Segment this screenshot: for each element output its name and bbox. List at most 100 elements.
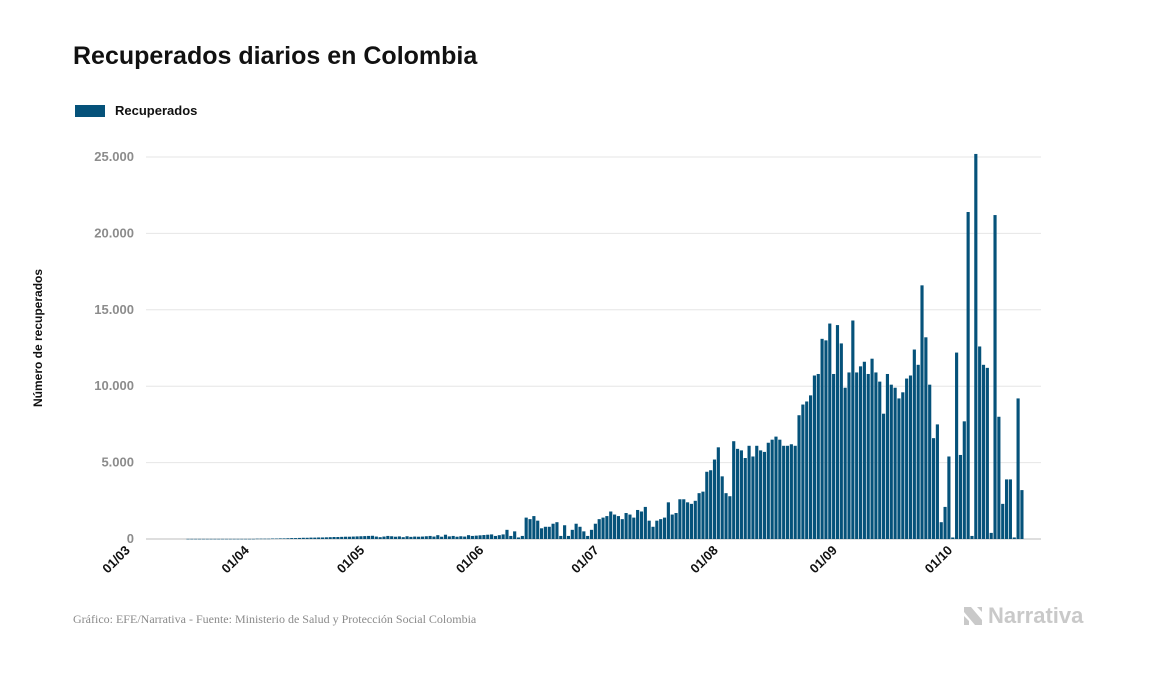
bar bbox=[363, 536, 367, 539]
bar bbox=[843, 387, 847, 539]
bar bbox=[897, 398, 901, 539]
bar bbox=[874, 372, 878, 539]
bar bbox=[589, 529, 594, 539]
bar bbox=[985, 367, 989, 539]
bar bbox=[536, 520, 540, 539]
bar bbox=[601, 517, 605, 539]
bar bbox=[789, 444, 793, 539]
bar bbox=[386, 535, 390, 539]
bar bbox=[816, 373, 820, 539]
bar bbox=[340, 536, 344, 539]
bar bbox=[885, 373, 890, 539]
bar bbox=[574, 523, 578, 539]
bar bbox=[232, 538, 236, 540]
y-tick-label: 15.000 bbox=[94, 302, 134, 317]
bar bbox=[709, 470, 713, 539]
y-tick-label: 20.000 bbox=[94, 225, 134, 240]
source-note: Gráfico: EFE/Narrativa - Fuente: Ministe… bbox=[73, 612, 477, 626]
bar bbox=[801, 404, 805, 539]
bar bbox=[970, 535, 974, 539]
bar bbox=[1020, 490, 1024, 539]
bar bbox=[490, 534, 494, 539]
bar bbox=[559, 535, 563, 539]
bar bbox=[739, 450, 743, 539]
bar bbox=[343, 536, 348, 539]
bar bbox=[620, 519, 624, 539]
bar bbox=[613, 514, 617, 539]
bar bbox=[221, 538, 225, 540]
bar bbox=[762, 451, 767, 539]
bar bbox=[747, 445, 751, 539]
bar bbox=[651, 526, 655, 539]
bar bbox=[563, 525, 567, 539]
bar bbox=[962, 421, 966, 539]
bar bbox=[401, 537, 405, 539]
bar bbox=[820, 338, 824, 539]
bar bbox=[912, 349, 916, 539]
bar bbox=[447, 536, 451, 539]
y-tick-label: 10.000 bbox=[94, 378, 134, 393]
bar bbox=[428, 535, 432, 539]
bar bbox=[743, 458, 747, 539]
bar bbox=[509, 535, 513, 539]
bar bbox=[616, 516, 620, 539]
bar bbox=[766, 442, 770, 539]
bar bbox=[513, 531, 517, 539]
bar bbox=[478, 535, 482, 539]
bar bbox=[451, 535, 455, 539]
bar bbox=[305, 537, 309, 539]
bar bbox=[712, 459, 717, 539]
bar bbox=[901, 392, 905, 539]
bar bbox=[332, 537, 336, 539]
bar bbox=[916, 364, 920, 539]
bar bbox=[678, 499, 682, 539]
bar bbox=[882, 413, 886, 539]
bar bbox=[974, 153, 978, 539]
bar bbox=[835, 325, 840, 539]
bar bbox=[359, 536, 363, 539]
bar bbox=[924, 337, 928, 539]
bar bbox=[336, 537, 340, 539]
bar bbox=[751, 456, 755, 539]
bar bbox=[778, 439, 782, 539]
bar bbox=[240, 538, 244, 540]
bar bbox=[432, 536, 436, 539]
bar bbox=[674, 513, 678, 539]
bar bbox=[893, 387, 897, 539]
x-tick-label: 01/03 bbox=[99, 543, 133, 577]
bar bbox=[378, 537, 382, 539]
bar bbox=[809, 395, 813, 539]
bar bbox=[443, 534, 448, 539]
bar bbox=[505, 529, 509, 539]
bar bbox=[382, 536, 386, 539]
bar bbox=[686, 502, 690, 539]
bar bbox=[409, 536, 413, 539]
bar bbox=[705, 471, 709, 539]
bar bbox=[851, 320, 855, 539]
bar bbox=[436, 535, 440, 539]
bar bbox=[555, 522, 559, 539]
bar bbox=[981, 364, 986, 539]
bar bbox=[643, 506, 647, 539]
bar bbox=[1016, 398, 1020, 539]
legend: Recuperados bbox=[75, 103, 197, 118]
bar bbox=[297, 537, 302, 539]
bar bbox=[939, 522, 943, 539]
bar bbox=[732, 441, 736, 539]
bar bbox=[951, 537, 955, 539]
bar bbox=[824, 340, 828, 539]
bar bbox=[855, 372, 859, 539]
bar bbox=[943, 506, 947, 539]
bar bbox=[186, 538, 190, 540]
bar bbox=[320, 537, 325, 539]
bar bbox=[528, 519, 532, 539]
bar bbox=[947, 456, 951, 539]
y-tick-label: 5.000 bbox=[101, 455, 134, 470]
bar bbox=[716, 447, 720, 539]
bar bbox=[659, 519, 663, 539]
bar bbox=[647, 520, 651, 539]
bar bbox=[217, 538, 221, 540]
bar bbox=[543, 526, 547, 539]
bar bbox=[259, 538, 263, 540]
bar bbox=[466, 535, 471, 539]
